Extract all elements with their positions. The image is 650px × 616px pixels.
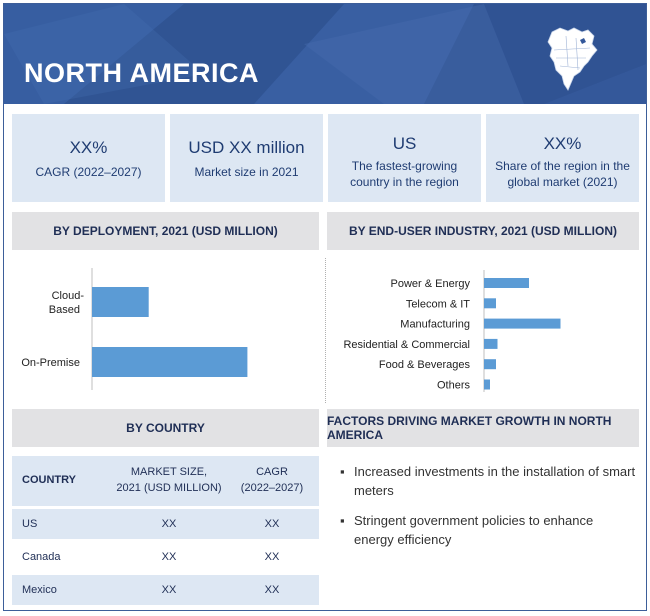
end-user-bar-food-beverages <box>484 359 496 370</box>
page-title: NORTH AMERICA <box>24 58 259 88</box>
end-user-tick-label: Power & Energy <box>391 278 471 290</box>
col-header-cagr-1: CAGR <box>256 466 288 478</box>
cell-market-size: XX <box>161 518 177 530</box>
end-user-tick-label: Telecom & IT <box>406 298 470 310</box>
list-item: ▪ Stringent government policies to enhan… <box>340 511 636 549</box>
kpi-market-size: USD XX million Market size in 2021 <box>170 114 323 202</box>
end-user-bar-others <box>484 379 490 390</box>
deployment-tick-label: On-Premise <box>21 357 80 369</box>
col-header-market-size-2: 2021 (USD MILLION) <box>116 482 222 494</box>
kpi-cagr-value: XX% <box>69 138 108 157</box>
cell-country: US <box>22 518 38 530</box>
end-user-tick-label: Others <box>437 380 471 392</box>
end-user-tick-label: Food & Beverages <box>379 359 471 371</box>
col-header-cagr-2: (2022–2027) <box>240 482 304 494</box>
chart-divider <box>325 258 326 403</box>
deployment-tick-label: Cloud-Based <box>49 290 85 316</box>
kpi-cagr-label: CAGR (2022–2027) <box>35 165 142 179</box>
col-header-country: COUNTRY <box>22 474 76 486</box>
section-title-deployment: BY DEPLOYMENT, 2021 (USD MILLION) <box>12 212 319 250</box>
deployment-bar-on-premise <box>92 347 248 377</box>
bullet-icon: ▪ <box>340 464 345 479</box>
end-user-tick-label: Residential & Commercial <box>343 339 470 351</box>
table-row: US XX XX <box>12 509 319 539</box>
kpi-market-size-label: Market size in 2021 <box>194 165 299 179</box>
kpi-fastest-country-label: The fastest-growing country in the regio… <box>350 159 459 189</box>
col-header-market-size-1: MARKET SIZE, <box>130 466 208 478</box>
section-title-factors: FACTORS DRIVING MARKET GROWTH IN NORTH A… <box>327 409 639 447</box>
kpi-regional-share-value: XX% <box>543 134 582 153</box>
table-row: Mexico XX XX <box>12 575 319 605</box>
end-user-bar-telecom-it <box>484 298 496 309</box>
section-title-country: BY COUNTRY <box>12 409 319 447</box>
kpi-cagr: XX% CAGR (2022–2027) <box>12 114 165 202</box>
deployment-bar-cloud-based <box>92 287 149 317</box>
cell-country: Canada <box>22 551 61 563</box>
bullet-icon: ▪ <box>340 513 345 528</box>
section-title-end-user: BY END-USER INDUSTRY, 2021 (USD MILLION) <box>327 212 639 250</box>
north-america-map-icon <box>547 27 598 91</box>
header-background-pattern <box>4 4 646 104</box>
end-user-bar-chart: Power & Energy Telecom & IT Manufacturing R… <box>343 270 561 392</box>
end-user-bar-residential-commercial <box>484 338 498 349</box>
factor-text: Increased investments in the installatio… <box>354 464 636 498</box>
deployment-bar-chart: Cloud-Based On-Premise <box>21 268 248 390</box>
cell-cagr: XX <box>264 551 280 563</box>
kpi-fastest-country-value: US <box>392 134 417 153</box>
factors-list: ▪ Increased investments in the installat… <box>340 462 636 560</box>
cell-cagr: XX <box>264 518 280 530</box>
end-user-tick-label: Manufacturing <box>400 319 470 331</box>
country-table-header: COUNTRY MARKET SIZE, 2021 (USD MILLION) … <box>12 456 319 506</box>
list-item: ▪ Increased investments in the installat… <box>340 462 636 500</box>
kpi-fastest-country: US The fastest-growing country in the re… <box>328 114 481 202</box>
end-user-bar-manufacturing <box>484 318 561 329</box>
kpi-regional-share-label: Share of the region in the global market… <box>495 159 630 189</box>
kpi-market-size-value: USD XX million <box>188 138 305 157</box>
end-user-bar-power-energy <box>484 278 529 288</box>
infographic-frame: NORTH AMERICA XX% CAGR (2022–2027) USD X… <box>3 3 647 611</box>
cell-country: Mexico <box>22 584 57 596</box>
kpi-regional-share: XX% Share of the region in the global ma… <box>486 114 639 202</box>
table-row: Canada XX XX <box>12 542 319 572</box>
cell-cagr: XX <box>264 584 280 596</box>
factor-text: Stringent government policies to enhance… <box>354 513 594 547</box>
header-banner: NORTH AMERICA <box>4 4 646 104</box>
cell-market-size: XX <box>161 551 177 563</box>
cell-market-size: XX <box>161 584 177 596</box>
